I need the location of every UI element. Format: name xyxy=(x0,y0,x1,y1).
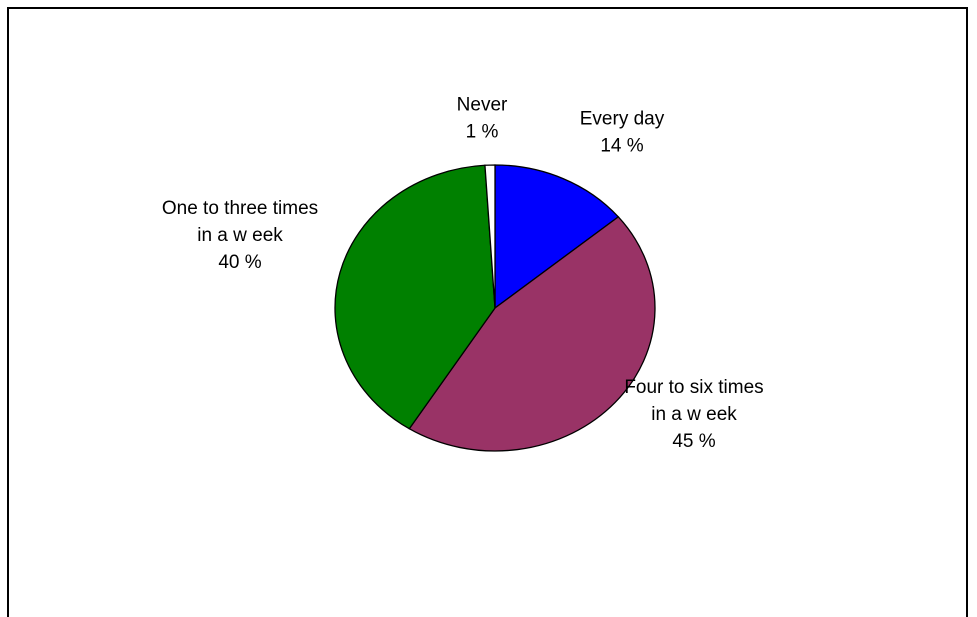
slice-label: Every day 14 % xyxy=(580,109,665,157)
pie-slice xyxy=(408,215,656,452)
pie-slice xyxy=(494,164,620,310)
pie-slice xyxy=(484,164,496,309)
chart-frame xyxy=(7,7,968,617)
slice-value-label: 14 % xyxy=(600,136,643,157)
slice-value-label: 45 % xyxy=(672,431,715,452)
pie-labels: Every day 14 % Four to six times in a w eek… xyxy=(162,95,764,453)
slice-name-label: in a w eek xyxy=(651,404,737,425)
slice-label: One to three times in a w eek 40 % xyxy=(162,198,318,273)
pie-slices xyxy=(334,164,656,452)
slice-name-label: Every day xyxy=(580,109,665,130)
pie-slice xyxy=(334,164,496,430)
slice-label: Never 1 % xyxy=(457,95,508,143)
slice-name-label: Four to six times xyxy=(624,377,763,398)
slice-name-label: in a w eek xyxy=(197,225,283,246)
slice-name-label: One to three times xyxy=(162,198,318,219)
slice-value-label: 40 % xyxy=(218,252,261,273)
slice-value-label: 1 % xyxy=(466,122,499,143)
slice-name-label: Never xyxy=(457,95,508,116)
slice-label: Four to six times in a w eek 45 % xyxy=(624,377,763,452)
